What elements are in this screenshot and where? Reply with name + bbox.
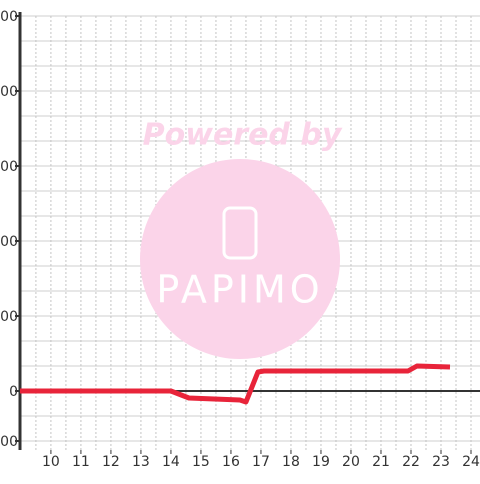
watermark-icon <box>222 206 258 260</box>
y-tick-label: 30,000 <box>0 309 18 325</box>
x-tick-label: 14 <box>162 454 180 470</box>
y-tick-label: 120,000 <box>0 84 18 100</box>
x-tick-label: 10 <box>42 454 60 470</box>
y-tick-label: 90,000 <box>0 159 18 175</box>
grid <box>20 15 480 450</box>
x-tick-label: 12 <box>102 454 120 470</box>
watermark-caption: Powered by <box>143 118 343 153</box>
watermark-brand: PAPIMO <box>156 268 323 312</box>
y-tick-label: 0 <box>9 384 18 400</box>
plot: -20,000 0 30,000 60,000 90,000 120,000 150,000… <box>0 9 480 470</box>
x-tick-label: 11 <box>72 454 90 470</box>
x-tick-label: 22 <box>402 454 420 470</box>
watermark: Powered by PAPIMO <box>140 118 343 359</box>
x-tick-label: 19 <box>312 454 330 470</box>
x-tick-label: 24 <box>462 454 480 470</box>
x-tick-label: 13 <box>132 454 150 470</box>
x-tick-label: 20 <box>342 454 360 470</box>
x-tick-label: 23 <box>432 454 450 470</box>
x-tick-label: 17 <box>252 454 270 470</box>
x-tick-label: 15 <box>192 454 210 470</box>
x-tick-label: 21 <box>372 454 390 470</box>
x-tick-label: 16 <box>222 454 240 470</box>
y-tick-label: 150,000 <box>0 9 18 25</box>
x-tick-label: 18 <box>282 454 300 470</box>
y-tick-label: -20,000 <box>0 434 18 450</box>
data-line <box>20 363 451 405</box>
y-tick-label: 60,000 <box>0 234 18 250</box>
